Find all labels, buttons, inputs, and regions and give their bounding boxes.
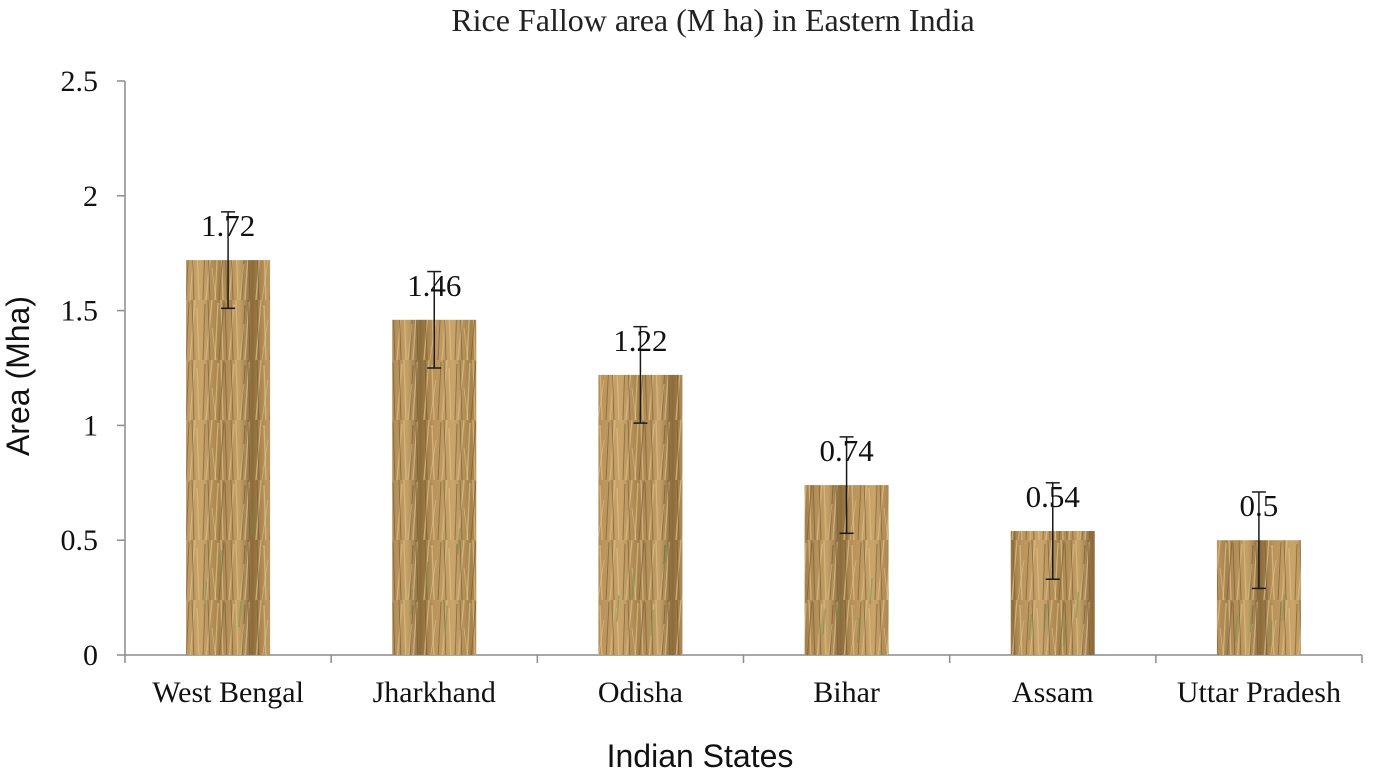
chart-title: Rice Fallow area (M ha) in Eastern India (451, 2, 975, 38)
bar-texture (1234, 594, 1286, 648)
bar-texture-blade (616, 595, 620, 622)
bar-texture-blade (444, 605, 448, 632)
y-axis-title: Area (Mha) (0, 295, 36, 457)
error-bar (633, 325, 648, 424)
y-tick-label: 2 (83, 180, 98, 213)
data-label: 0.74 (819, 433, 874, 468)
bar-texture-blade (1234, 615, 1239, 642)
bar-texture-blade (1075, 591, 1080, 618)
bar-jharkhand (392, 319, 477, 655)
bar-texture-blade (856, 617, 861, 644)
bar-west-bengal (186, 260, 271, 655)
y-tick-label: 2.5 (61, 65, 99, 98)
bar-texture-blade (650, 609, 655, 636)
x-tick-label: West Bengal (152, 676, 304, 709)
bar-texture-blade (869, 577, 873, 605)
data-label: 0.5 (1240, 488, 1279, 523)
error-bar (221, 211, 236, 310)
data-label: 1.22 (613, 323, 667, 358)
bar-texture-blade (1062, 620, 1067, 647)
bar-texture-blade (203, 581, 208, 608)
bar-texture-blade (238, 601, 242, 628)
error-bar (839, 436, 854, 535)
bar-texture (409, 528, 461, 632)
bar-texture-blade (250, 510, 255, 537)
bar-texture-blade (218, 549, 223, 577)
bar-texture-blade (1249, 605, 1254, 633)
x-tick-label: Bihar (813, 676, 880, 709)
y-tick-label: 0 (83, 639, 98, 672)
data-label: 0.54 (1026, 479, 1081, 514)
data-label: 1.72 (201, 208, 255, 243)
error-bar (1251, 491, 1266, 590)
bar-texture-blade (1269, 620, 1273, 648)
bar-texture (1028, 591, 1080, 647)
bar-texture-blade (822, 608, 826, 635)
error-bar (427, 270, 442, 369)
bar-texture-blade (409, 588, 414, 615)
x-tick-label: Jharkhand (373, 676, 496, 709)
bar-texture-blade (1028, 614, 1032, 641)
bar-texture (616, 544, 667, 636)
bar-texture-blade (1043, 604, 1048, 631)
bar-texture-blade (1281, 594, 1286, 621)
bar-texture-blade (631, 572, 635, 600)
x-axis-title: Indian States (606, 738, 794, 774)
bar-texture-blade (837, 594, 841, 622)
y-tick-label: 1 (83, 409, 98, 442)
data-label: 1.46 (407, 268, 461, 303)
bar-texture-blade (663, 544, 667, 572)
bar-texture-blade (457, 528, 461, 555)
bar-texture (203, 510, 255, 628)
error-bar (1045, 482, 1060, 580)
x-tick-label: Uttar Pradesh (1177, 676, 1341, 709)
bar-texture (822, 577, 873, 644)
y-tick-label: 1.5 (61, 295, 99, 328)
x-tick-label: Assam (1012, 676, 1094, 709)
x-tick-label: Odisha (598, 676, 683, 709)
y-tick-label: 0.5 (61, 524, 99, 557)
bar-texture-blade (425, 561, 429, 589)
